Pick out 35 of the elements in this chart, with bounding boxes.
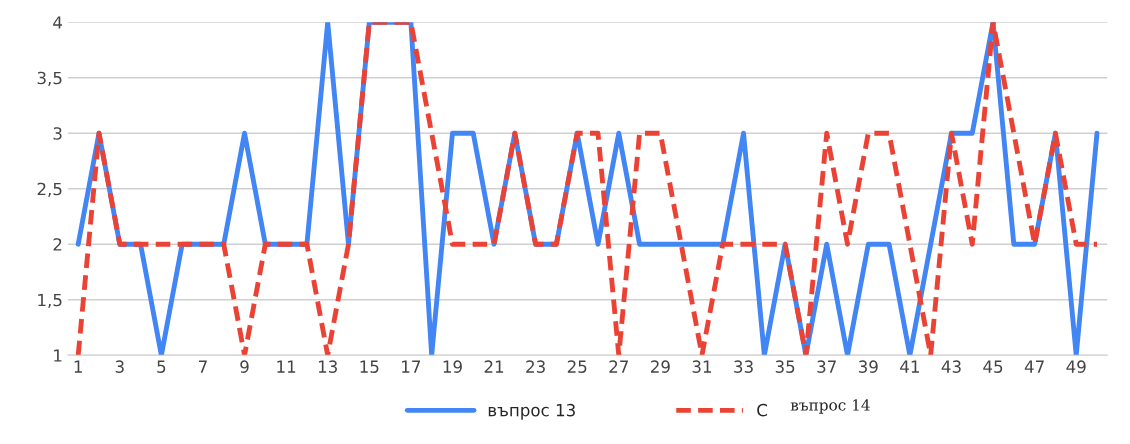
x-tick-label: 5: [157, 360, 166, 373]
x-tick-label: 11: [277, 360, 296, 373]
y-tick-label: 2,5: [37, 182, 62, 197]
x-tick-label: 15: [360, 360, 379, 373]
x-tick-label: 41: [900, 360, 919, 373]
x-tick-label: 1: [74, 360, 82, 373]
text: въпрос 14: [790, 399, 870, 414]
y-tick-label: 1: [54, 349, 62, 362]
y-tick-label: 2: [53, 238, 62, 251]
legend-label: въпрос 13: [488, 403, 575, 420]
x-tick-label: 27: [609, 360, 628, 373]
x-tick-label: 37: [817, 360, 836, 373]
x-tick-label: 25: [567, 360, 587, 373]
x-tick-label: 39: [858, 360, 878, 373]
x-tick-label: 35: [775, 360, 795, 373]
x-tick-label: 31: [692, 360, 712, 373]
y-tick-label: 3,5: [37, 71, 62, 86]
x-tick-label: 23: [526, 360, 545, 373]
x-tick-label: 29: [650, 360, 670, 373]
y-tick-label: 3: [53, 127, 62, 140]
x-tick-label: 43: [941, 360, 961, 373]
x-tick-label: 47: [1024, 360, 1044, 373]
x-tick-label: 19: [443, 360, 462, 373]
x-tick-label: 13: [318, 360, 337, 373]
x-tick-label: 9: [240, 360, 249, 373]
x-tick-label: 7: [199, 360, 207, 373]
x-tick-label: 21: [484, 360, 504, 373]
x-tick-label: 17: [402, 360, 421, 373]
x-tick-label: 33: [734, 360, 753, 373]
x-tick-label: 45: [983, 360, 1003, 373]
x-tick-label: 49: [1066, 360, 1086, 373]
x-tick-label: 3: [115, 360, 124, 373]
legend-label: С: [757, 403, 767, 417]
y-tick-label: 4: [53, 16, 62, 29]
y-tick-label: 1,5: [38, 293, 62, 308]
